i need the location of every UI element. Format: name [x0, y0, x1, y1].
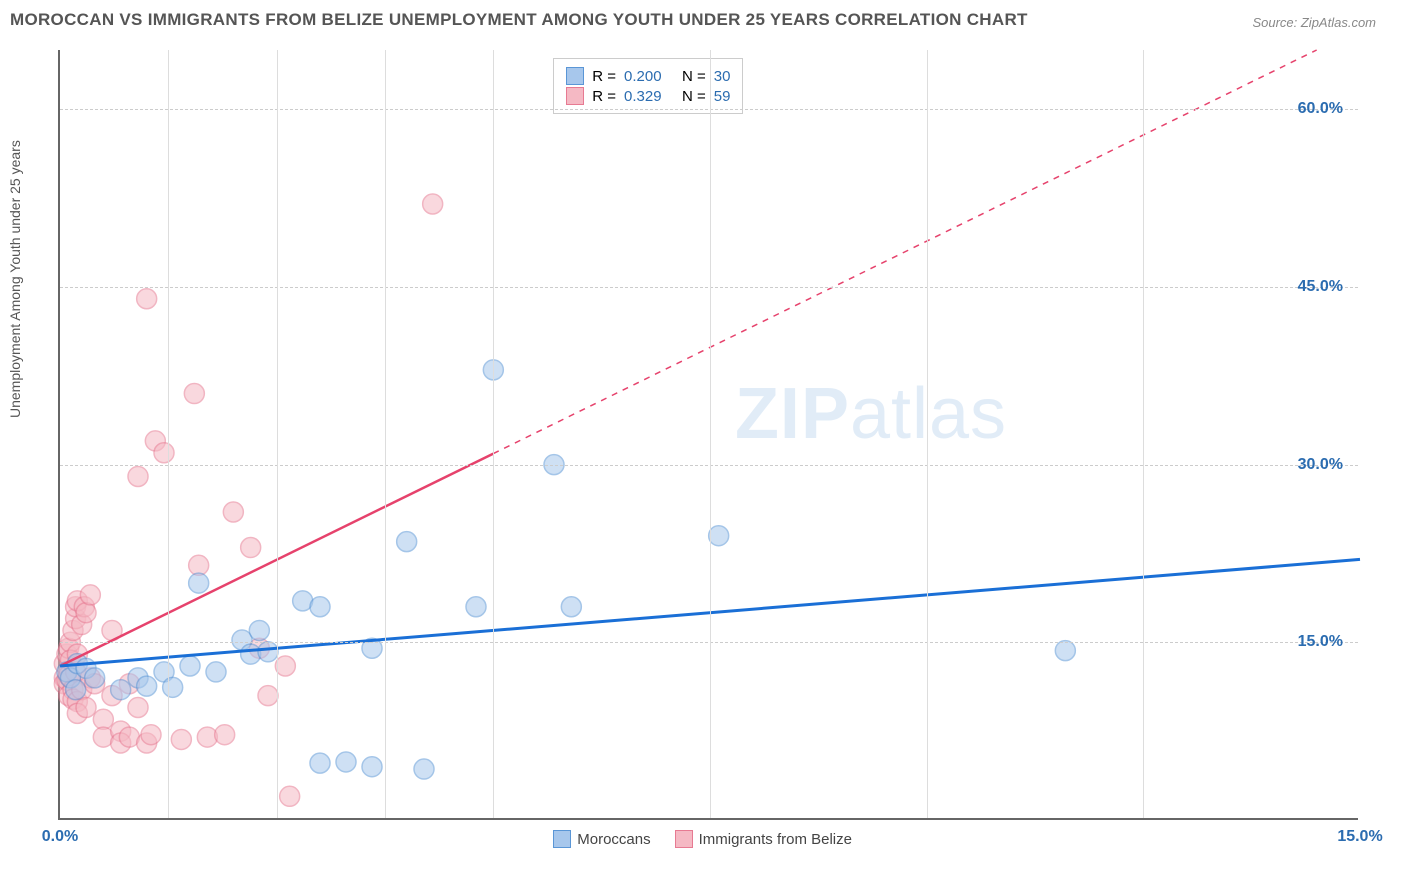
- data-point: [1055, 641, 1075, 661]
- data-point: [76, 603, 96, 623]
- n-label: N =: [682, 88, 706, 105]
- gridline-h: [60, 465, 1358, 466]
- y-tick-label: 45.0%: [1298, 278, 1343, 296]
- data-point: [171, 729, 191, 749]
- data-point: [310, 753, 330, 773]
- r-label: R =: [592, 68, 616, 85]
- data-point: [275, 656, 295, 676]
- data-point: [184, 384, 204, 404]
- data-point: [128, 466, 148, 486]
- gridline-h: [60, 642, 1358, 643]
- x-tick-label: 15.0%: [1337, 828, 1382, 846]
- data-point: [141, 725, 161, 745]
- legend-stats: R = 0.200 N = 30 R = 0.329 N = 59: [553, 58, 743, 114]
- n-value-belize: 59: [714, 88, 731, 105]
- data-point: [206, 662, 226, 682]
- data-point: [93, 709, 113, 729]
- source-label: Source: ZipAtlas.com: [1252, 15, 1376, 30]
- data-point: [336, 752, 356, 772]
- chart-title: MOROCCAN VS IMMIGRANTS FROM BELIZE UNEMP…: [10, 10, 1028, 30]
- n-label: N =: [682, 68, 706, 85]
- r-label: R =: [592, 88, 616, 105]
- data-point: [249, 620, 269, 640]
- n-value-moroccans: 30: [714, 68, 731, 85]
- legend-series: Moroccans Immigrants from Belize: [553, 830, 852, 848]
- legend-label-belize: Immigrants from Belize: [699, 831, 852, 848]
- legend-stats-row-belize: R = 0.329 N = 59: [566, 87, 730, 105]
- x-tick-label: 0.0%: [42, 828, 78, 846]
- y-tick-label: 30.0%: [1298, 456, 1343, 474]
- data-point: [85, 668, 105, 688]
- r-value-belize: 0.329: [624, 88, 674, 105]
- chart-container: MOROCCAN VS IMMIGRANTS FROM BELIZE UNEMP…: [10, 10, 1396, 882]
- gridline-v: [710, 50, 711, 818]
- data-point: [362, 757, 382, 777]
- y-tick-label: 60.0%: [1298, 100, 1343, 118]
- gridline-v: [168, 50, 169, 818]
- data-point: [258, 642, 278, 662]
- plot-area: ZIPatlas R = 0.200 N = 30 R = 0.329 N = …: [58, 50, 1358, 820]
- data-point: [163, 677, 183, 697]
- data-point: [423, 194, 443, 214]
- data-point: [310, 597, 330, 617]
- data-point: [76, 697, 96, 717]
- data-point: [241, 538, 261, 558]
- legend-label-moroccans: Moroccans: [577, 831, 650, 848]
- y-tick-label: 15.0%: [1298, 633, 1343, 651]
- data-point: [189, 555, 209, 575]
- r-value-moroccans: 0.200: [624, 68, 674, 85]
- gridline-h: [60, 287, 1358, 288]
- gridline-v: [277, 50, 278, 818]
- y-axis-label: Unemployment Among Youth under 25 years: [7, 140, 23, 418]
- data-point: [128, 697, 148, 717]
- data-point: [215, 725, 235, 745]
- data-point: [258, 686, 278, 706]
- gridline-v: [1143, 50, 1144, 818]
- data-point: [137, 676, 157, 696]
- data-point: [397, 532, 417, 552]
- legend-item-belize: Immigrants from Belize: [675, 830, 852, 848]
- swatch-moroccans-b: [553, 830, 571, 848]
- data-point: [111, 680, 131, 700]
- data-point: [154, 443, 174, 463]
- data-point: [280, 786, 300, 806]
- data-point: [66, 680, 86, 700]
- gridline-h: [60, 109, 1358, 110]
- gridline-v: [493, 50, 494, 818]
- legend-item-moroccans: Moroccans: [553, 830, 650, 848]
- swatch-moroccans: [566, 67, 584, 85]
- legend-stats-row-moroccans: R = 0.200 N = 30: [566, 67, 730, 85]
- gridline-v: [385, 50, 386, 818]
- data-point: [466, 597, 486, 617]
- data-point: [189, 573, 209, 593]
- data-point: [561, 597, 581, 617]
- data-point: [223, 502, 243, 522]
- swatch-belize-b: [675, 830, 693, 848]
- data-point: [80, 585, 100, 605]
- data-point: [180, 656, 200, 676]
- plot-svg: [60, 50, 1358, 818]
- gridline-v: [927, 50, 928, 818]
- data-point: [709, 526, 729, 546]
- data-point: [414, 759, 434, 779]
- swatch-belize: [566, 87, 584, 105]
- data-point: [137, 289, 157, 309]
